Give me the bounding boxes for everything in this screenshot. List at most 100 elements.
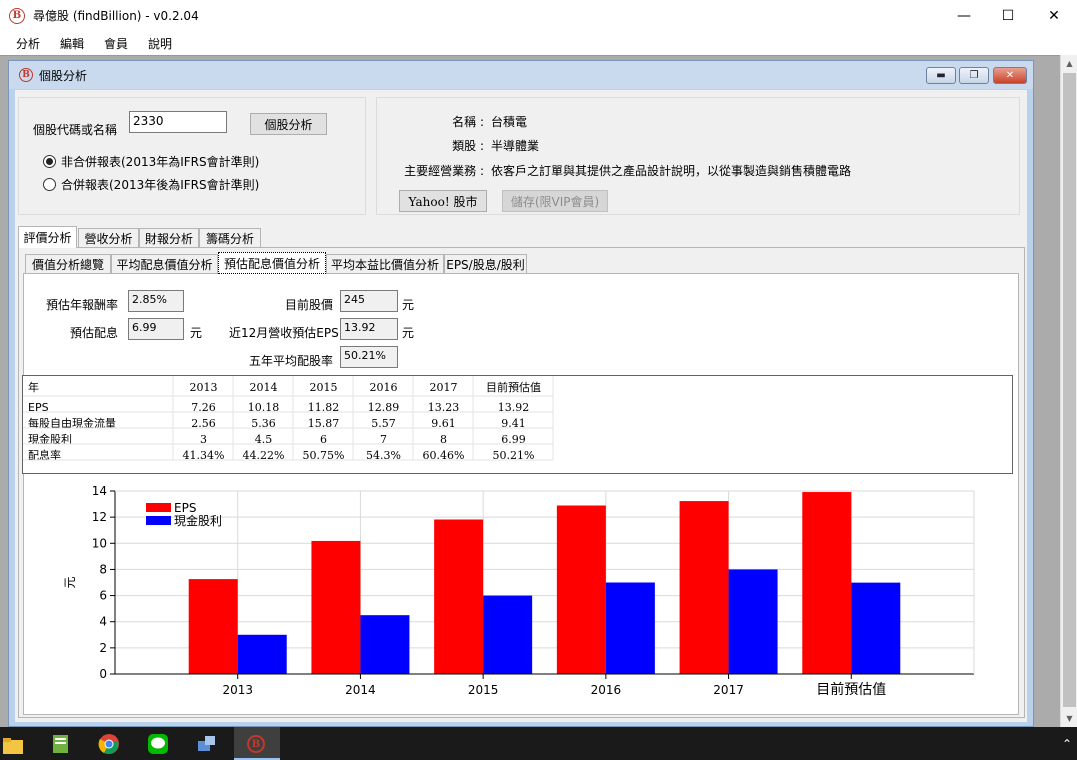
radio-dot-icon: [43, 155, 56, 168]
show-hidden-icons-icon[interactable]: ⌃: [1062, 737, 1073, 751]
app-title: 尋億股 (findBillion) - v0.2.04: [33, 9, 199, 23]
menu-bar: 分析 編輯 會員 說明: [0, 31, 1077, 55]
analyze-stock-button[interactable]: 個股分析: [250, 113, 327, 135]
y-tick-label: 6: [99, 589, 107, 603]
close-button[interactable]: ✕: [1048, 7, 1060, 24]
child-minimize-button[interactable]: ▬: [926, 67, 956, 84]
legend-label: 現金股利: [174, 513, 222, 528]
notepad-icon[interactable]: [50, 733, 72, 755]
table-cell: 配息率: [28, 449, 61, 462]
x-tick-label: 2017: [713, 683, 744, 697]
scroll-up-icon[interactable]: ▲: [1066, 59, 1073, 68]
eps-dividend-chart: 0 2 4 6 8 10 12 14 2013 2014 2015 2016 2017 目前預估值 元 EPS…: [63, 484, 975, 698]
app-logo-icon: B: [9, 7, 25, 24]
table-cell: 8: [440, 433, 447, 446]
menu-member[interactable]: 會員: [104, 36, 129, 51]
tab-chips[interactable]: 籌碼分析: [199, 228, 261, 248]
payout-label: 五年平均配股率: [249, 354, 334, 368]
table-cell: 7.26: [191, 401, 216, 414]
bar-eps: [556, 505, 606, 674]
table-row: 現金股利 3 4.5 6 7 8 6.99: [23, 432, 1012, 448]
child-close-button[interactable]: ✕: [993, 67, 1027, 84]
table-cell: 5.57: [371, 417, 396, 430]
chrome-icon[interactable]: [98, 733, 120, 755]
tab-revenue[interactable]: 營收分析: [78, 228, 139, 248]
table-cell: 41.34%: [182, 449, 225, 462]
bar-cash-dividend: [237, 634, 287, 674]
table-cell: 10.18: [247, 401, 280, 414]
table-cell: EPS: [28, 401, 49, 414]
y-tick-label: 10: [92, 536, 107, 550]
table-header-cell: 2014: [249, 381, 278, 394]
x-tick-label: 2014: [345, 683, 376, 697]
table-cell: 9.61: [431, 417, 456, 430]
stock-code-input[interactable]: 2330: [129, 111, 227, 133]
name-value: 台積電: [491, 115, 528, 129]
category-label: 類股 :: [452, 139, 484, 153]
payout-value: 50.21%: [340, 346, 398, 368]
minimize-button[interactable]: —: [957, 7, 971, 24]
table-cell: 44.22%: [242, 449, 285, 462]
table-gridlines: [23, 376, 554, 461]
y-tick-label: 4: [99, 615, 107, 629]
y-tick-label: 2: [99, 641, 107, 655]
child-title: 個股分析: [39, 68, 88, 83]
subtab-avg-pe[interactable]: 平均本益比價值分析: [326, 254, 444, 274]
est-dividend-page: 預估年報酬率 2.85% 預估配息 6.99 元 目前股價 245 元 近12月…: [22, 273, 1019, 715]
x-tick-label: 目前預估值: [816, 681, 886, 698]
subtab-eps-dividend[interactable]: EPS/股息/股利: [444, 254, 527, 274]
tab-valuation[interactable]: 評價分析: [18, 226, 77, 248]
line-icon[interactable]: [147, 733, 169, 755]
child-titlebar: B 個股分析 ▬ ❐ ✕: [9, 61, 1033, 89]
table-header-cell: 2015: [309, 381, 338, 394]
table-cell: 6: [320, 433, 327, 446]
file-explorer-icon[interactable]: [2, 735, 24, 757]
subtab-avg-dividend[interactable]: 平均配息價值分析: [111, 254, 218, 274]
bar-cash-dividend: [605, 582, 655, 674]
table-row: 配息率 41.34% 44.22% 50.75% 54.3% 60.46% 50…: [23, 448, 1012, 464]
category-value: 半導體業: [491, 139, 540, 153]
menu-analysis[interactable]: 分析: [16, 36, 41, 51]
table-row: 每股自由現金流量 2.56 5.36 15.87 5.57 9.61 9.41: [23, 416, 1012, 432]
network-tool-icon[interactable]: [196, 733, 218, 755]
valuation-tab-page: 價值分析總覽 平均配息價值分析 預估配息價值分析 平均本益比價值分析 EPS/股…: [18, 247, 1025, 718]
radio-consolidated[interactable]: 合併報表(2013年後為IFRS會計準則): [43, 176, 259, 193]
table-cell: 13.92: [497, 401, 530, 414]
business-value: 依客戶之訂單與其提供之產品設計說明，以從事製造與銷售積體電路: [491, 164, 852, 178]
x-tick-label: 2016: [591, 683, 622, 697]
child-restore-button[interactable]: ❐: [959, 67, 989, 84]
stock-code-label: 個股代碼或名稱: [33, 123, 118, 137]
eps-estimate-unit: 元: [402, 326, 415, 340]
tab-financials[interactable]: 財報分析: [139, 228, 199, 248]
table-cell: 50.21%: [492, 449, 535, 462]
eps-estimate-label: 近12月營收預估EPS: [229, 326, 339, 340]
table-cell: 15.87: [307, 417, 340, 430]
table-cell: 60.46%: [422, 449, 465, 462]
table-cell: 50.75%: [302, 449, 345, 462]
subtab-est-dividend[interactable]: 預估配息價值分析: [218, 252, 326, 274]
scroll-down-icon[interactable]: ▼: [1066, 714, 1073, 723]
price-value: 245: [340, 290, 398, 312]
y-axis-label: 元: [63, 576, 77, 588]
yahoo-stock-button[interactable]: Yahoo! 股市: [399, 190, 487, 212]
menu-edit[interactable]: 編輯: [60, 36, 85, 51]
price-label: 目前股價: [285, 298, 334, 312]
table-cell: 每股自由現金流量: [28, 417, 116, 430]
y-tick-label: 8: [99, 562, 107, 576]
menu-help[interactable]: 說明: [148, 36, 173, 51]
legend-swatch: [146, 516, 171, 525]
child-logo-icon: B: [19, 68, 33, 82]
subtab-value-overview[interactable]: 價值分析總覽: [25, 254, 111, 274]
table-cell: 12.89: [367, 401, 400, 414]
bar-cash-dividend: [483, 595, 533, 674]
maximize-button[interactable]: ☐: [1001, 7, 1015, 24]
radio-dot-icon: [43, 178, 56, 191]
workspace-scrollbar[interactable]: ▲ ▼: [1060, 55, 1077, 727]
radio-non-consolidated[interactable]: 非合併報表(2013年為IFRS會計準則): [43, 153, 259, 170]
table-cell: 13.23: [427, 401, 460, 414]
annual-return-value: 2.85%: [128, 290, 184, 312]
x-tick-label: 2015: [468, 683, 499, 697]
taskbar-findbillion[interactable]: B: [234, 727, 280, 760]
scroll-thumb[interactable]: [1063, 73, 1076, 707]
table-cell: 現金股利: [28, 433, 72, 446]
